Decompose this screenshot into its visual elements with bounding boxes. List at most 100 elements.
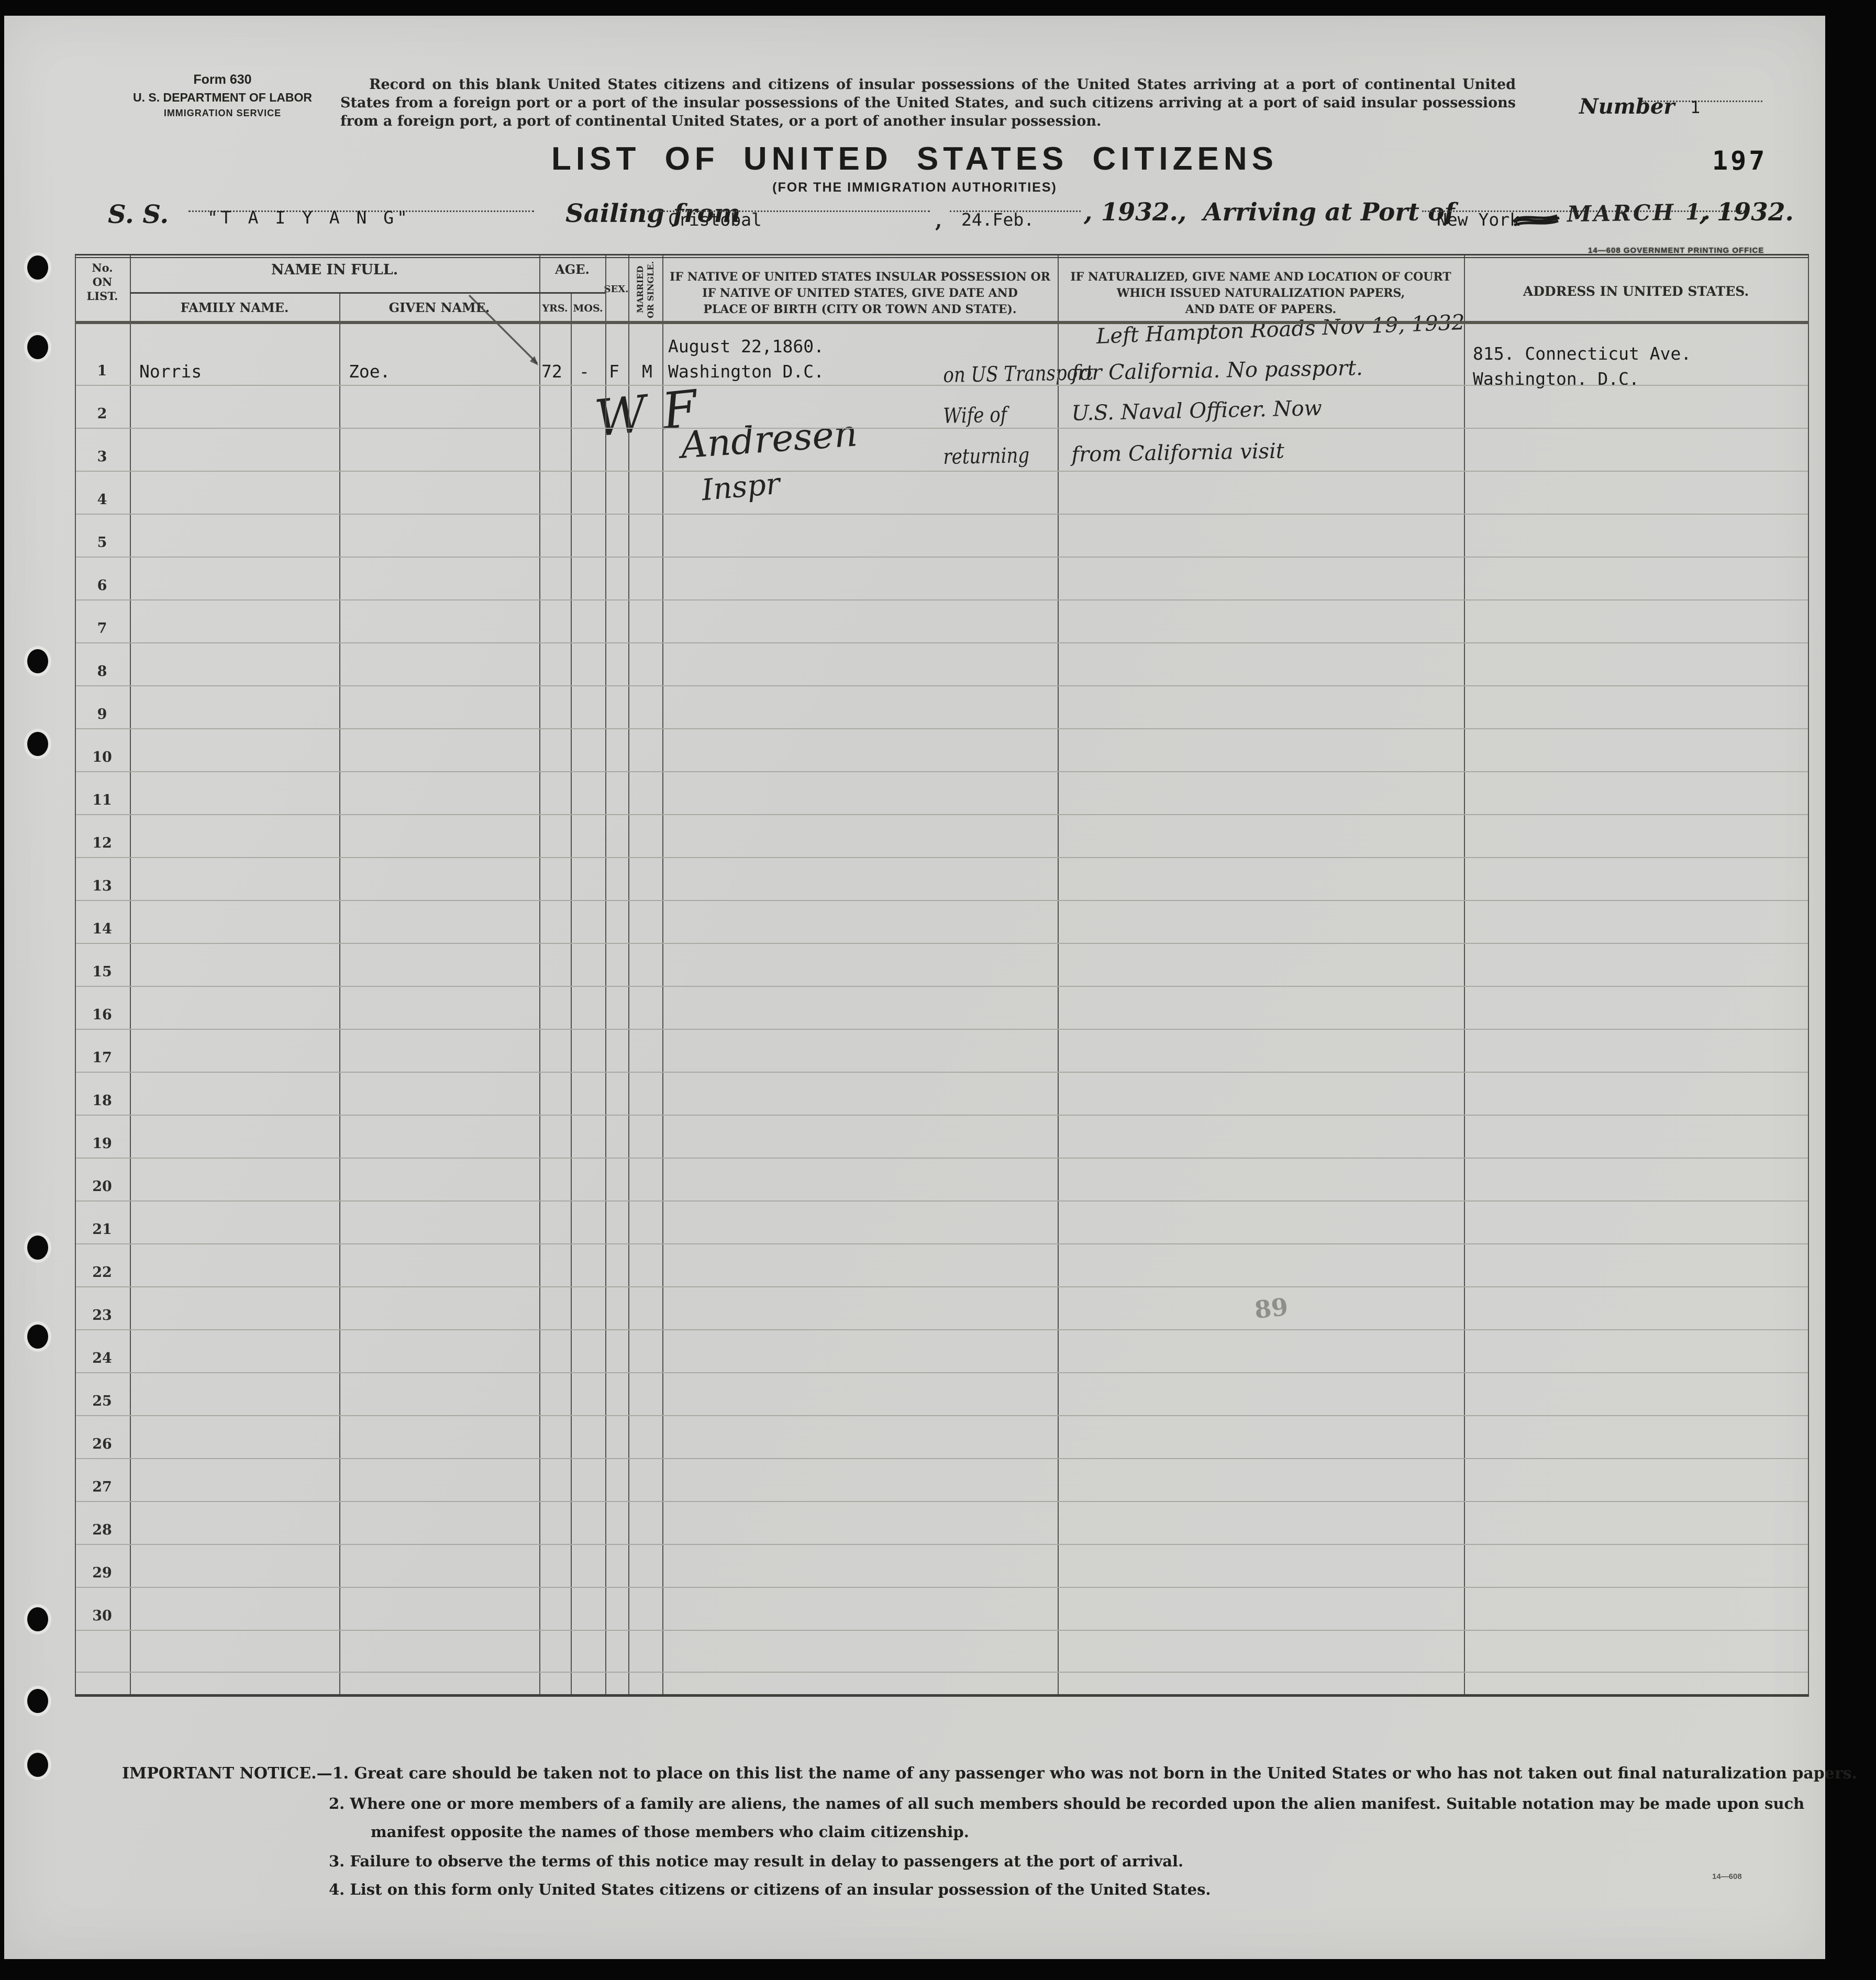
column-rule (1058, 254, 1059, 1695)
row-rule (76, 1329, 1808, 1330)
header-line: LIST. (86, 290, 118, 303)
row-number: 13 (92, 878, 112, 894)
row-number: 5 (97, 535, 107, 551)
column-rule (539, 254, 540, 1695)
gpo-print-line: 14—608 GOVERNMENT PRINTING OFFICE (1588, 246, 1764, 255)
cell-birth-place: Washington D.C. (668, 361, 825, 382)
header-yrs: YRS. (542, 303, 568, 314)
notice-item-4: 4. List on this form only United States … (329, 1881, 1211, 1898)
form-number-label: Form 630 (193, 72, 252, 87)
row-rule (76, 728, 1808, 729)
row-number: 1 (97, 363, 107, 379)
row-number: 8 (97, 663, 107, 680)
ss-label: S. S. (108, 200, 169, 229)
punch-hole (27, 1607, 48, 1631)
row-rule (76, 1458, 1808, 1459)
row-number: 21 (92, 1221, 112, 1238)
cell-age-mos: - (579, 361, 590, 382)
row-rule (76, 1115, 1808, 1116)
row-number: 4 (97, 492, 107, 508)
pencil-arrow (468, 294, 538, 365)
row-rule (76, 685, 1808, 686)
number-label: Number (1579, 94, 1675, 119)
punch-hole (27, 335, 48, 359)
row-rule (76, 1072, 1808, 1073)
service-label: IMMIGRATION SERVICE (163, 108, 282, 118)
row-rule (76, 900, 1808, 901)
column-rule (1808, 254, 1809, 1695)
cell-sex: F (609, 361, 619, 382)
number-value: 1 (1690, 97, 1701, 117)
header-married-or-single-text: MARRIED OR SINGLE. (635, 261, 656, 318)
arrival-date-line (1578, 210, 1745, 212)
inspector-title-signature: Inspr (700, 466, 782, 508)
comma-mark: , (935, 208, 942, 232)
row-rule (76, 557, 1808, 558)
column-subrule (571, 292, 572, 1695)
cell-family-name: Norris (139, 361, 202, 382)
header-bottom-rule (75, 321, 1809, 324)
punch-hole (27, 1236, 48, 1260)
row-number: 23 (92, 1307, 112, 1323)
cell-married-or-single: M (642, 361, 652, 382)
row-rule (76, 1544, 1808, 1545)
row-rule (76, 1415, 1808, 1416)
header-line: AND DATE OF PAPERS. (1185, 303, 1337, 316)
header-address: ADDRESS IN UNITED STATES. (1523, 284, 1749, 299)
row-rule (76, 814, 1808, 815)
row-number: 18 (92, 1093, 112, 1109)
punch-hole (27, 1689, 48, 1713)
cell-address-line1: 815. Connecticut Ave. (1473, 343, 1692, 364)
header-line: ON (92, 275, 113, 288)
sailing-date-line (950, 210, 1081, 212)
sailing-from-label: Sailing from (565, 199, 741, 228)
row-number: 12 (92, 835, 112, 851)
row-number: 27 (92, 1479, 112, 1495)
arrival-port: New York (1437, 209, 1520, 230)
header-line: WHICH ISSUED NATURALIZATION PAPERS, (1116, 286, 1405, 300)
row-rule (76, 599, 1808, 600)
row-number: 9 (97, 706, 107, 722)
row-rule (76, 943, 1808, 944)
row-number: 20 (92, 1178, 112, 1195)
notice-item-2-line-2: manifest opposite the names of those mem… (371, 1823, 969, 1841)
row-number: 17 (92, 1050, 112, 1066)
notice-item-3: 3. Failure to observe the terms of this … (329, 1852, 1184, 1870)
punch-hole (27, 649, 48, 673)
row-number: 26 (92, 1436, 112, 1452)
header-sex: SEX. (604, 284, 629, 295)
handwritten-note-right-part: U.S. Naval Officer. Now (1071, 396, 1323, 426)
row-rule (76, 857, 1808, 858)
row-number: 14 (92, 921, 112, 937)
column-rule (75, 254, 76, 1695)
cell-address-line2: Washington. D.C. (1473, 369, 1639, 389)
header-married-or-single: MARRIED OR SINGLE. (630, 258, 661, 323)
column-rule (628, 254, 629, 1695)
handwritten-note-right-part: from California visit (1071, 439, 1285, 467)
header-sub-rule (130, 292, 605, 294)
row-rule (76, 1630, 1808, 1631)
row-number: 11 (92, 792, 112, 808)
row-number: 10 (92, 749, 112, 765)
column-rule (662, 254, 663, 1695)
row-number: 28 (92, 1522, 112, 1538)
handwritten-note-left-part: Wife of (943, 403, 1007, 428)
header-line: No. (92, 261, 113, 274)
row-number: 6 (97, 577, 107, 594)
row-rule (76, 385, 1808, 386)
page-stamp: 197 (1712, 146, 1768, 176)
header-name-in-full: NAME IN FULL. (271, 262, 398, 278)
ship-name: "T A I Y A N G" (207, 207, 411, 228)
form-identification: Form 630 U. S. DEPARTMENT OF LABOR IMMIG… (131, 72, 314, 119)
header-line: IF NATIVE OF UNITED STATES, GIVE DATE AN… (702, 286, 1018, 300)
header-mos: MOS. (573, 303, 603, 314)
column-subrule (339, 292, 340, 1695)
row-number: 22 (92, 1264, 112, 1281)
row-number: 15 (92, 964, 112, 980)
notice-print-code: 14—608 (1712, 1872, 1742, 1881)
row-rule (76, 428, 1808, 429)
header-no-on-list: No. ON LIST. (75, 261, 130, 303)
row-number: 3 (97, 449, 107, 465)
department-label: U. S. DEPARTMENT OF LABOR (132, 91, 312, 104)
